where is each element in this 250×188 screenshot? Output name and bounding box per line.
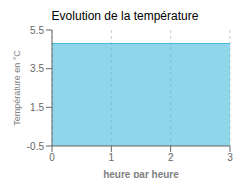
svg-text:0: 0 [49,152,55,163]
svg-text:3: 3 [227,152,233,163]
svg-text:1: 1 [109,152,115,163]
svg-text:heure par heure: heure par heure [103,169,179,178]
svg-text:1.5: 1.5 [30,102,44,113]
html-text:Evolution de la température: Evolution de la température [51,9,199,23]
svg-text:3.5: 3.5 [30,63,44,74]
svg-text:-0.5: -0.5 [27,141,45,152]
svg-text:Température en °C: Température en °C [12,50,22,126]
svg-text:2: 2 [168,152,174,163]
svg-text:5.5: 5.5 [30,25,44,36]
